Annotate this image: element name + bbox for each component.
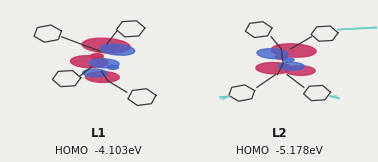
Ellipse shape [257, 49, 288, 59]
Ellipse shape [271, 44, 316, 57]
Ellipse shape [285, 66, 315, 75]
Ellipse shape [278, 62, 305, 70]
Ellipse shape [70, 56, 108, 68]
Ellipse shape [284, 58, 294, 62]
Text: HOMO  -5.178eV: HOMO -5.178eV [236, 146, 323, 156]
Text: L1: L1 [91, 127, 107, 140]
Ellipse shape [90, 54, 103, 58]
Ellipse shape [256, 63, 291, 74]
Ellipse shape [107, 65, 119, 69]
Ellipse shape [100, 44, 135, 55]
Ellipse shape [275, 55, 287, 59]
Ellipse shape [83, 69, 107, 77]
Text: L2: L2 [271, 127, 287, 140]
Ellipse shape [85, 71, 119, 82]
Ellipse shape [89, 59, 119, 68]
Text: HOMO  -4.103eV: HOMO -4.103eV [55, 146, 142, 156]
Ellipse shape [82, 38, 130, 53]
